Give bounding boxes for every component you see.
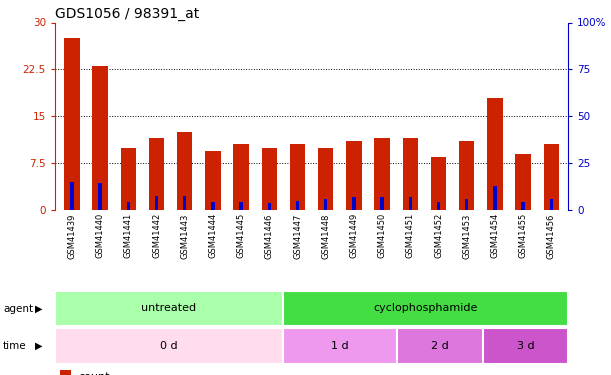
Text: GSM41452: GSM41452 (434, 213, 443, 258)
Bar (465, 199, 469, 210)
Text: ▶: ▶ (35, 341, 43, 351)
Bar (346, 141, 362, 210)
Bar (233, 144, 249, 210)
Bar (352, 197, 356, 210)
Bar (290, 144, 306, 210)
Text: time: time (3, 341, 27, 351)
Text: 0 d: 0 d (160, 341, 178, 351)
Bar (283, 291, 568, 326)
Bar (155, 196, 158, 210)
Bar (70, 182, 73, 210)
Text: GSM41444: GSM41444 (208, 213, 218, 258)
Bar (240, 202, 243, 210)
Bar (493, 186, 497, 210)
Bar (92, 66, 108, 210)
Text: GSM41451: GSM41451 (406, 213, 415, 258)
Text: 2 d: 2 d (431, 341, 449, 351)
Bar (268, 202, 271, 210)
Bar (431, 157, 446, 210)
Text: GSM41454: GSM41454 (491, 213, 499, 258)
Bar (324, 199, 327, 210)
Bar (403, 138, 418, 210)
Bar (55, 291, 283, 326)
Bar (183, 196, 186, 210)
Bar (126, 202, 130, 210)
Text: GSM41442: GSM41442 (152, 213, 161, 258)
Bar (120, 147, 136, 210)
Bar (483, 328, 568, 364)
Bar (397, 328, 483, 364)
Text: GSM41450: GSM41450 (378, 213, 387, 258)
Bar (98, 183, 102, 210)
Bar (55, 328, 283, 364)
Bar (148, 138, 164, 210)
Bar (318, 147, 334, 210)
Text: GDS1056 / 98391_at: GDS1056 / 98391_at (55, 8, 199, 21)
Bar (544, 144, 559, 210)
Bar (64, 38, 79, 210)
Text: count: count (78, 372, 109, 375)
Bar (459, 141, 475, 210)
Text: GSM41448: GSM41448 (321, 213, 330, 258)
Text: ▶: ▶ (35, 304, 43, 313)
Bar (550, 199, 553, 210)
Text: GSM41446: GSM41446 (265, 213, 274, 258)
Text: GSM41456: GSM41456 (547, 213, 556, 258)
Bar (283, 328, 397, 364)
Text: 1 d: 1 d (331, 341, 349, 351)
Text: GSM41441: GSM41441 (124, 213, 133, 258)
Text: GSM41453: GSM41453 (462, 213, 471, 258)
Text: agent: agent (3, 304, 33, 313)
Bar (515, 154, 531, 210)
Bar (296, 201, 299, 210)
Text: GSM41443: GSM41443 (180, 213, 189, 258)
Text: GSM41455: GSM41455 (519, 213, 528, 258)
Bar (60, 370, 71, 375)
Bar (381, 197, 384, 210)
Text: cyclophosphamide: cyclophosphamide (373, 303, 478, 313)
Bar (211, 202, 214, 210)
Bar (521, 202, 525, 210)
Text: GSM41440: GSM41440 (95, 213, 104, 258)
Text: untreated: untreated (142, 303, 197, 313)
Bar (375, 138, 390, 210)
Bar (409, 197, 412, 210)
Text: GSM41449: GSM41449 (349, 213, 359, 258)
Bar (262, 147, 277, 210)
Bar (437, 202, 440, 210)
Bar (487, 98, 503, 210)
Text: GSM41439: GSM41439 (67, 213, 76, 258)
Text: 3 d: 3 d (517, 341, 534, 351)
Bar (177, 132, 192, 210)
Bar (205, 151, 221, 210)
Text: GSM41445: GSM41445 (236, 213, 246, 258)
Text: GSM41447: GSM41447 (293, 213, 302, 258)
